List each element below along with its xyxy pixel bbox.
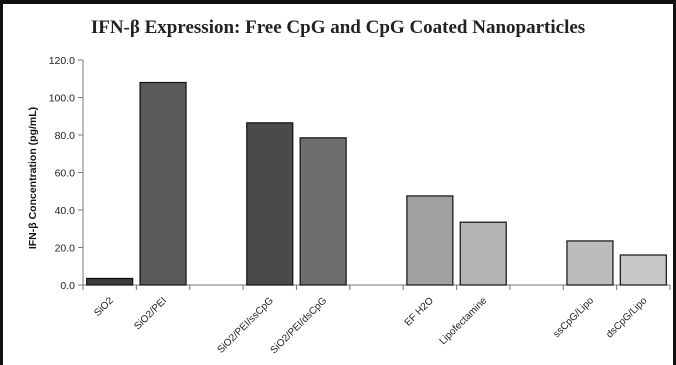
bar-sscpg-lipo: [566, 240, 614, 286]
bar-sio2-pei-sscpg: [246, 122, 294, 286]
y-tick-label: 80.0: [55, 130, 76, 142]
bar-sio2-pei-dscpg: [299, 137, 347, 286]
chart-title: IFN-β Expression: Free CpG and CpG Coate…: [90, 17, 586, 38]
bar-sio2-pei: [139, 81, 187, 286]
y-tick-label: 20.0: [55, 243, 76, 255]
bar-lipofectamine: [459, 221, 507, 286]
x-category-label: dsCpG/Lipo: [604, 295, 649, 340]
y-tick-label: 120.0: [49, 55, 75, 67]
x-category-label: EF H2O: [403, 295, 436, 328]
y-tick-label: 40.0: [55, 205, 76, 217]
y-tick-label: 100.0: [49, 93, 75, 105]
bar-dscpg-lipo: [619, 254, 667, 286]
y-axis-label: IFN-β Concentration (pg/mL): [27, 107, 39, 249]
bar-ef-h2o: [406, 195, 454, 286]
y-tick-label: 0.0: [60, 280, 75, 292]
x-category-label: SiO2/PEI/ssCpG: [215, 295, 276, 356]
x-category-label: Lipofectamine: [438, 295, 490, 347]
y-tick-label: 60.0: [55, 168, 76, 180]
x-category-label: SiO2/PEI: [132, 295, 169, 332]
x-category-label: ssCpG/Lipo: [551, 295, 596, 340]
bar-sio2: [86, 277, 134, 286]
x-category-label: SiO2/PEI/dsCpG: [268, 295, 329, 356]
x-category-label: SiO2: [92, 295, 116, 319]
